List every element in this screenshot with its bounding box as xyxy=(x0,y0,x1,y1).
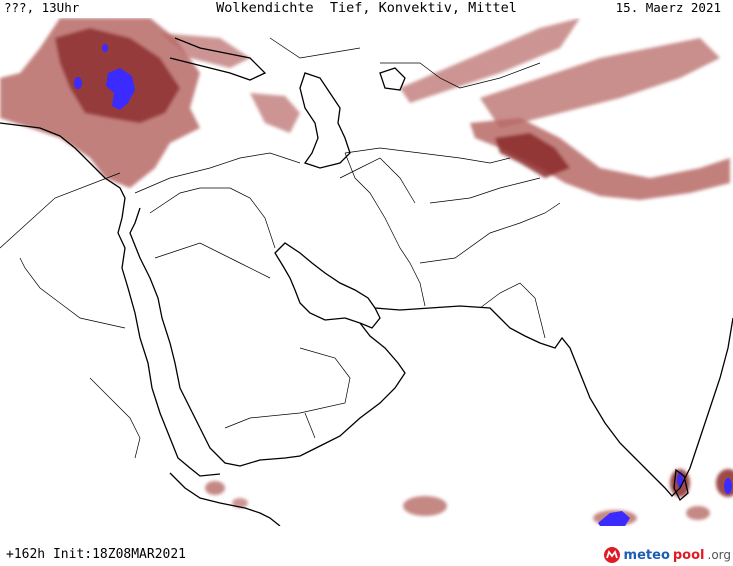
forecast-hour-label: ???, 13Uhr xyxy=(4,0,80,15)
coast-arabia-west xyxy=(129,207,406,467)
coastlines xyxy=(0,37,733,526)
border-12 xyxy=(339,157,416,204)
forecast-date: 15. Maerz 2021 xyxy=(615,0,721,15)
cloud-area-himalaya xyxy=(470,118,730,200)
model-run-label: +162h Init:18Z08MAR2021 xyxy=(6,547,187,562)
cloud-area-gulf-aden xyxy=(232,498,248,508)
coast-iran-south xyxy=(374,305,733,497)
border-11 xyxy=(304,412,316,439)
cloud-area-arabian-sea xyxy=(403,496,447,516)
cloud-area-black-sea xyxy=(160,33,250,68)
border-14 xyxy=(380,62,541,89)
border-4 xyxy=(154,242,271,279)
convective-core-aegean xyxy=(102,44,108,52)
border-5 xyxy=(344,152,426,307)
map-title: Wolkendichte Tief, Konvektiv, Mittel xyxy=(216,0,517,16)
border-3 xyxy=(149,187,276,249)
coast-levant xyxy=(0,122,221,477)
coast-caspian xyxy=(299,72,351,169)
border-6 xyxy=(419,202,561,264)
logo-text-meteo: meteo xyxy=(623,547,670,563)
convective-core-ocean xyxy=(598,511,630,526)
meteopool-logo-icon xyxy=(603,547,620,563)
coast-black-sea xyxy=(169,37,267,81)
weather-map xyxy=(0,18,733,526)
coast-horn xyxy=(169,472,281,526)
cloud-area-caucasus xyxy=(250,93,300,133)
convective-core-west xyxy=(74,77,82,89)
coast-sri-lanka xyxy=(673,468,689,502)
cloud-area-somalia xyxy=(205,481,225,495)
border-15 xyxy=(269,37,361,59)
cloud-area-east-asia xyxy=(480,38,720,128)
border-8 xyxy=(429,177,541,204)
border-1 xyxy=(0,172,121,249)
cloud-area-central-asia xyxy=(400,18,580,103)
logo-text-org: .org xyxy=(707,548,732,562)
coast-aral xyxy=(379,67,406,91)
borders xyxy=(0,37,561,459)
convective-core-turkey xyxy=(106,68,135,110)
cloud-area-himalaya-dense xyxy=(495,133,570,178)
meteopool-logo[interactable]: meteo pool .org xyxy=(603,544,731,566)
border-13 xyxy=(19,257,126,329)
cloud-area-indian-ocean-2 xyxy=(686,506,710,520)
border-7 xyxy=(344,147,511,164)
logo-text-pool: pool xyxy=(672,547,705,563)
coast-persian-gulf xyxy=(274,242,381,329)
convective-core-bay xyxy=(724,478,732,494)
border-16 xyxy=(89,377,141,459)
convective-layer xyxy=(74,44,732,526)
cloud-layer xyxy=(0,18,733,526)
border-2 xyxy=(134,152,301,194)
border-9 xyxy=(479,282,546,339)
border-10 xyxy=(224,347,351,429)
